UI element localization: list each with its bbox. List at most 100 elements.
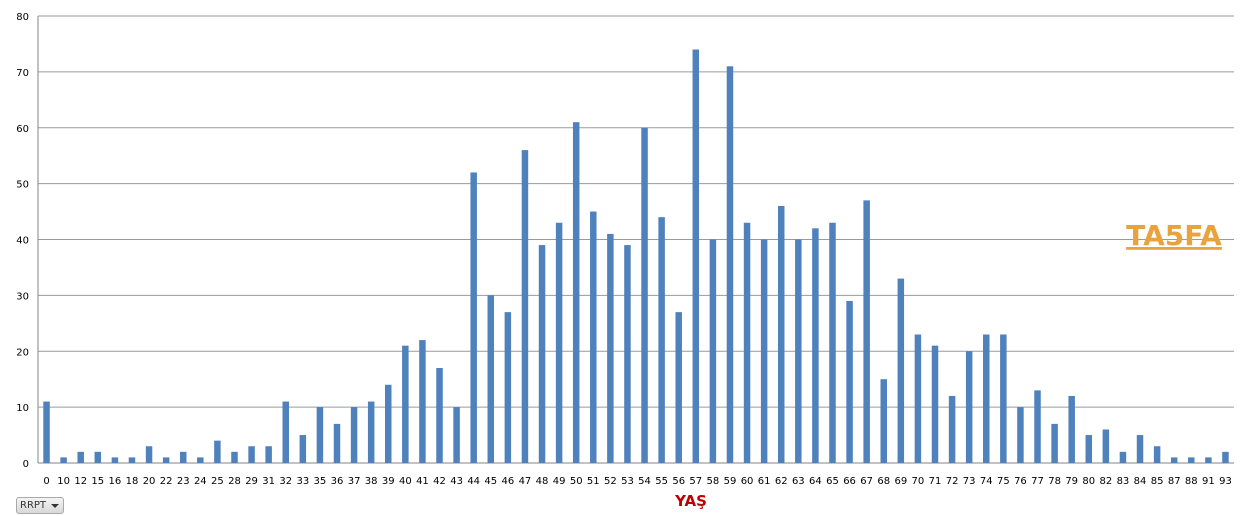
x-tick-label: 84 — [1134, 476, 1147, 487]
bar-48 — [538, 245, 546, 463]
x-tick-label: 88 — [1185, 476, 1198, 487]
x-tick-label: 46 — [501, 476, 514, 487]
x-tick-label: 36 — [331, 476, 344, 487]
x-tick-label: 0 — [43, 476, 49, 487]
bar-33 — [299, 435, 307, 463]
filter-dropdown-button[interactable]: RRPT — [16, 497, 64, 514]
bar-44 — [470, 172, 477, 463]
bar-47 — [521, 150, 529, 463]
bar-88 — [1188, 457, 1195, 463]
bar-36 — [333, 423, 341, 463]
x-tick-label: 53 — [621, 476, 634, 487]
x-tick-label: 93 — [1219, 476, 1232, 487]
bar-77 — [1034, 390, 1041, 463]
x-tick-label: 72 — [946, 476, 959, 487]
chevron-down-icon — [51, 504, 59, 508]
x-tick-label: 63 — [792, 476, 805, 487]
x-tick-label: 61 — [758, 476, 771, 487]
x-tick-label: 67 — [860, 476, 873, 487]
x-tick-label: 57 — [689, 476, 702, 487]
x-tick-label: 38 — [365, 476, 378, 487]
x-tick-label: 59 — [724, 476, 737, 487]
bar-24 — [197, 457, 204, 463]
x-tick-label: 85 — [1151, 476, 1164, 487]
x-tick-label: 83 — [1117, 476, 1130, 487]
x-tick-label: 22 — [160, 476, 173, 487]
filter-dropdown-label: RRPT — [20, 500, 47, 511]
x-tick-label: 39 — [382, 476, 395, 487]
bar-56 — [675, 312, 682, 463]
x-axis-label: YAŞ — [674, 492, 707, 510]
x-tick-label: 16 — [109, 476, 122, 487]
x-tick-label: 75 — [997, 476, 1010, 487]
bar-72 — [948, 395, 956, 463]
gridlines — [37, 15, 1234, 464]
bar-15 — [94, 451, 102, 463]
bar-66 — [846, 300, 853, 463]
bar-32 — [282, 401, 289, 463]
bar-45 — [487, 295, 495, 464]
x-tick-label: 20 — [143, 476, 156, 487]
x-tick-label: 48 — [536, 476, 549, 487]
x-tick-label: 65 — [826, 476, 839, 487]
x-axis-ticks: 0 10 12 15 16 18 20 22 23 24 25 28 29 31 32 33 35 36 37 38 3… — [43, 476, 1231, 487]
x-tick-label: 15 — [91, 476, 104, 487]
x-tick-label: 33 — [296, 476, 309, 487]
bar-75 — [1000, 334, 1007, 463]
bar-68 — [880, 379, 887, 463]
x-tick-label: 82 — [1099, 476, 1112, 487]
bar-41 — [419, 340, 426, 463]
x-tick-label: 44 — [467, 476, 480, 487]
x-tick-label: 18 — [126, 476, 139, 487]
bar-50 — [572, 122, 580, 463]
bar-52 — [607, 233, 614, 463]
bar-60 — [743, 222, 751, 463]
bars — [43, 49, 1229, 464]
x-tick-label: 58 — [707, 476, 720, 487]
y-tick-label: 60 — [16, 124, 29, 135]
watermark-text: TA5FA — [1126, 219, 1222, 252]
bar-71 — [931, 345, 939, 463]
bar-49 — [555, 222, 563, 463]
bar-62 — [777, 205, 785, 464]
bar-28 — [231, 451, 238, 463]
bar-18 — [128, 457, 136, 463]
x-tick-label: 23 — [177, 476, 190, 487]
bar-31 — [265, 446, 272, 463]
y-tick-label: 10 — [16, 403, 29, 414]
y-tick-label: 20 — [16, 347, 29, 358]
x-tick-label: 78 — [1048, 476, 1061, 487]
x-tick-label: 71 — [929, 476, 942, 487]
x-tick-label: 68 — [877, 476, 890, 487]
x-tick-label: 25 — [211, 476, 224, 487]
bar-76 — [1017, 407, 1024, 464]
y-tick-label: 70 — [16, 68, 29, 79]
y-tick-label: 50 — [16, 180, 29, 191]
x-tick-label: 76 — [1014, 476, 1027, 487]
bar-38 — [367, 401, 375, 463]
x-tick-label: 54 — [638, 476, 651, 487]
bar-55 — [658, 217, 665, 463]
x-tick-label: 74 — [980, 476, 993, 487]
x-tick-label: 62 — [775, 476, 788, 487]
bar-25 — [214, 440, 221, 463]
x-tick-label: 77 — [1031, 476, 1044, 487]
bar-22 — [162, 457, 170, 463]
x-tick-label: 50 — [570, 476, 583, 487]
bar-16 — [111, 457, 119, 463]
bar-78 — [1051, 423, 1058, 463]
bar-93 — [1222, 451, 1229, 463]
bar-37 — [350, 407, 358, 464]
bar-80 — [1085, 435, 1093, 463]
bar-64 — [812, 228, 819, 463]
y-tick-label: 0 — [23, 459, 29, 470]
y-tick-label: 80 — [16, 12, 29, 23]
y-tick-label: 40 — [16, 236, 29, 247]
x-tick-label: 91 — [1202, 476, 1215, 487]
x-tick-label: 41 — [416, 476, 429, 487]
bar-91 — [1205, 457, 1212, 463]
bar-85 — [1153, 446, 1161, 463]
x-tick-label: 73 — [963, 476, 976, 487]
bar-74 — [983, 334, 990, 463]
